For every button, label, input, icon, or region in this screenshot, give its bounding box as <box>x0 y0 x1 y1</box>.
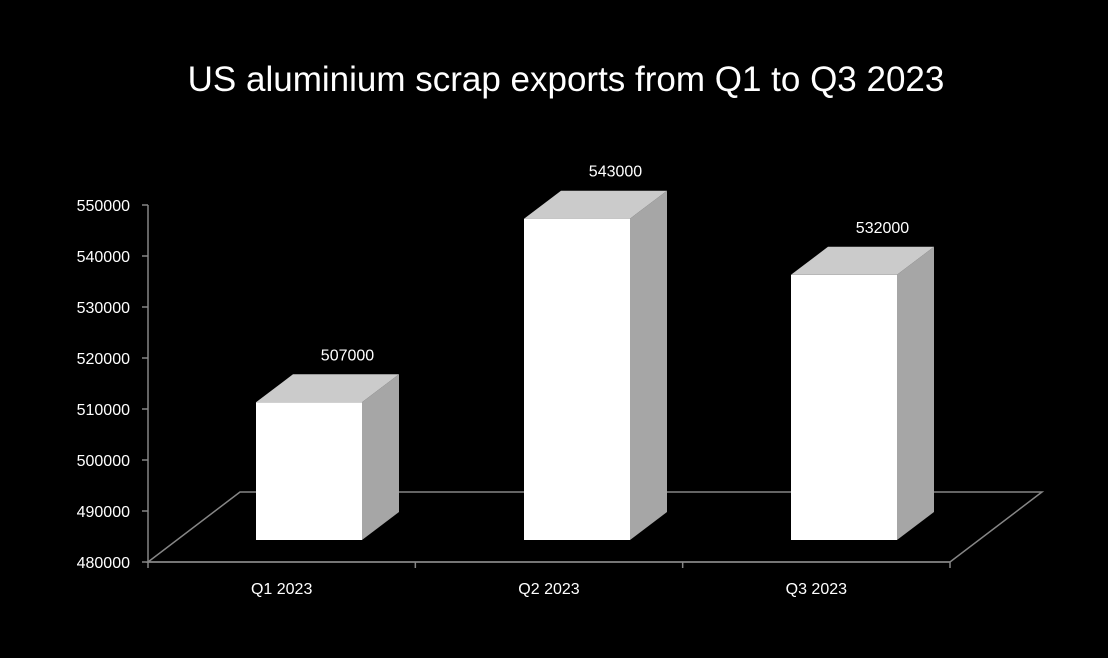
y-tick-label: 520000 <box>77 351 130 368</box>
category-label: Q3 2023 <box>786 581 847 598</box>
bar <box>791 246 934 541</box>
bar-top <box>791 246 934 275</box>
data-label: 532000 <box>856 220 909 237</box>
bar-side <box>897 246 934 541</box>
y-tick-label: 480000 <box>77 555 130 572</box>
y-tick-label: 500000 <box>77 453 130 470</box>
y-tick-label: 540000 <box>77 249 130 266</box>
bar-side <box>362 374 399 540</box>
category-label: Q1 2023 <box>251 581 312 598</box>
labels: 480000 490000 500000 510000 520000 530000 5400… <box>77 164 910 598</box>
data-label: 543000 <box>589 164 642 181</box>
bars <box>256 190 934 541</box>
chart-title: US aluminium scrap exports from Q1 to Q3… <box>187 60 945 99</box>
y-tick-label: 510000 <box>77 402 130 419</box>
bar-top <box>256 374 399 403</box>
category-label: Q2 2023 <box>518 581 579 598</box>
bar-front <box>791 274 897 540</box>
y-tick-label: 530000 <box>77 300 130 317</box>
axes <box>142 204 951 568</box>
bar-top <box>524 190 667 219</box>
bar-front <box>524 218 630 540</box>
bar <box>524 190 667 540</box>
bar-side <box>630 190 667 540</box>
bar-front <box>256 402 362 540</box>
data-label: 507000 <box>321 347 374 364</box>
y-tick-label: 550000 <box>77 198 130 215</box>
bar <box>256 374 399 540</box>
y-tick-label: 490000 <box>77 504 130 521</box>
